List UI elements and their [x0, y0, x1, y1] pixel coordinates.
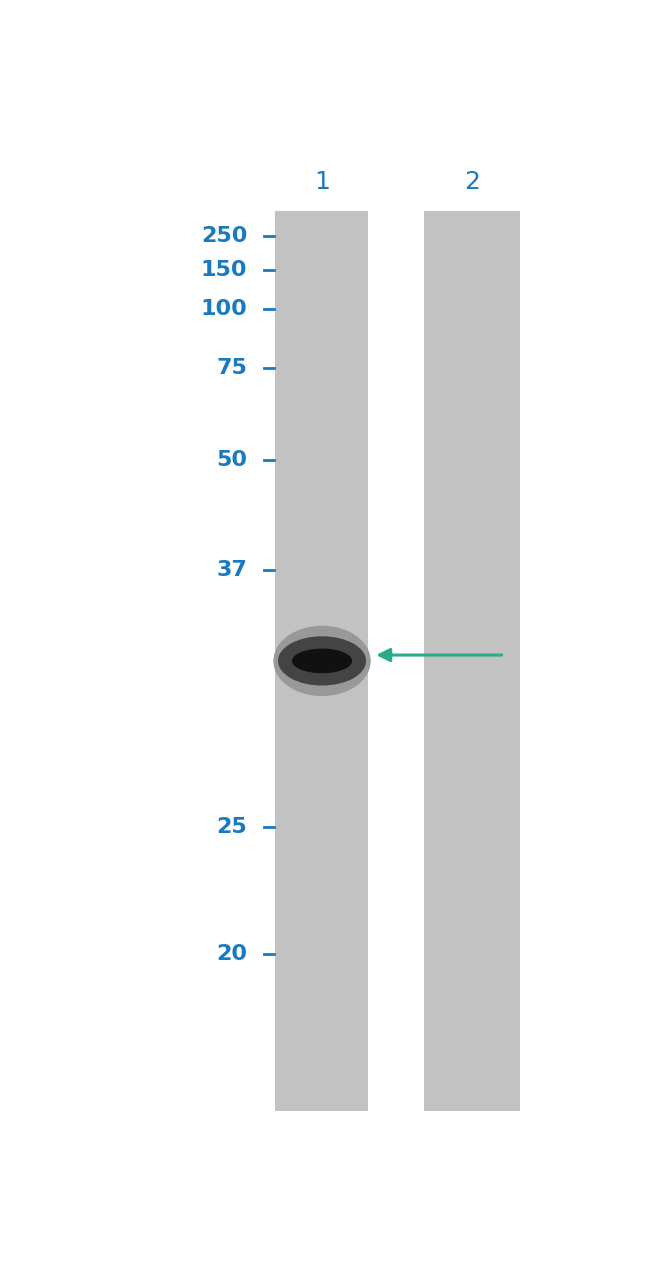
Text: 100: 100 [201, 298, 248, 319]
Bar [275, 211, 369, 1111]
Text: 20: 20 [216, 945, 248, 964]
Text: 25: 25 [216, 817, 248, 837]
Ellipse shape [292, 649, 352, 673]
Text: 150: 150 [201, 260, 248, 279]
Text: 75: 75 [216, 358, 248, 377]
Text: 250: 250 [201, 226, 248, 246]
Text: 1: 1 [314, 170, 330, 194]
Text: 2: 2 [463, 170, 480, 194]
Text: 37: 37 [216, 560, 248, 580]
Ellipse shape [278, 636, 366, 686]
Ellipse shape [274, 626, 370, 696]
Bar [424, 211, 519, 1111]
Text: 50: 50 [216, 451, 248, 470]
